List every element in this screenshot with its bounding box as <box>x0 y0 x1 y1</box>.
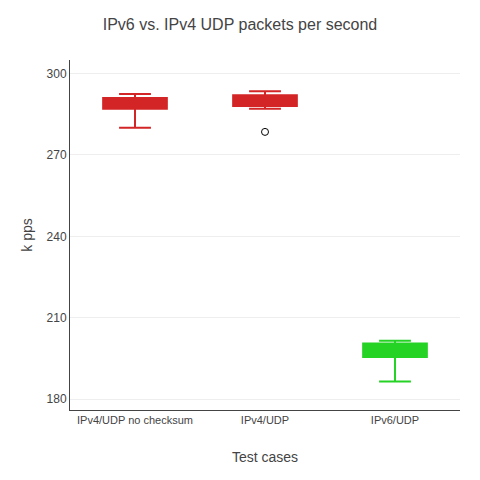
svg-text:240: 240 <box>47 230 67 244</box>
svg-text:IPv4/UDP: IPv4/UDP <box>241 414 289 426</box>
svg-text:300: 300 <box>47 67 67 81</box>
svg-text:210: 210 <box>47 311 67 325</box>
svg-text:IPv6 vs. IPv4 UDP packets per: IPv6 vs. IPv4 UDP packets per second <box>103 16 378 33</box>
svg-text:IPv6/UDP: IPv6/UDP <box>371 414 419 426</box>
svg-text:IPv4/UDP no checksum: IPv4/UDP no checksum <box>77 414 193 426</box>
svg-text:k pps: k pps <box>19 218 35 251</box>
svg-text:180: 180 <box>47 392 67 406</box>
svg-text:270: 270 <box>47 148 67 162</box>
svg-text:Test cases: Test cases <box>232 449 298 465</box>
